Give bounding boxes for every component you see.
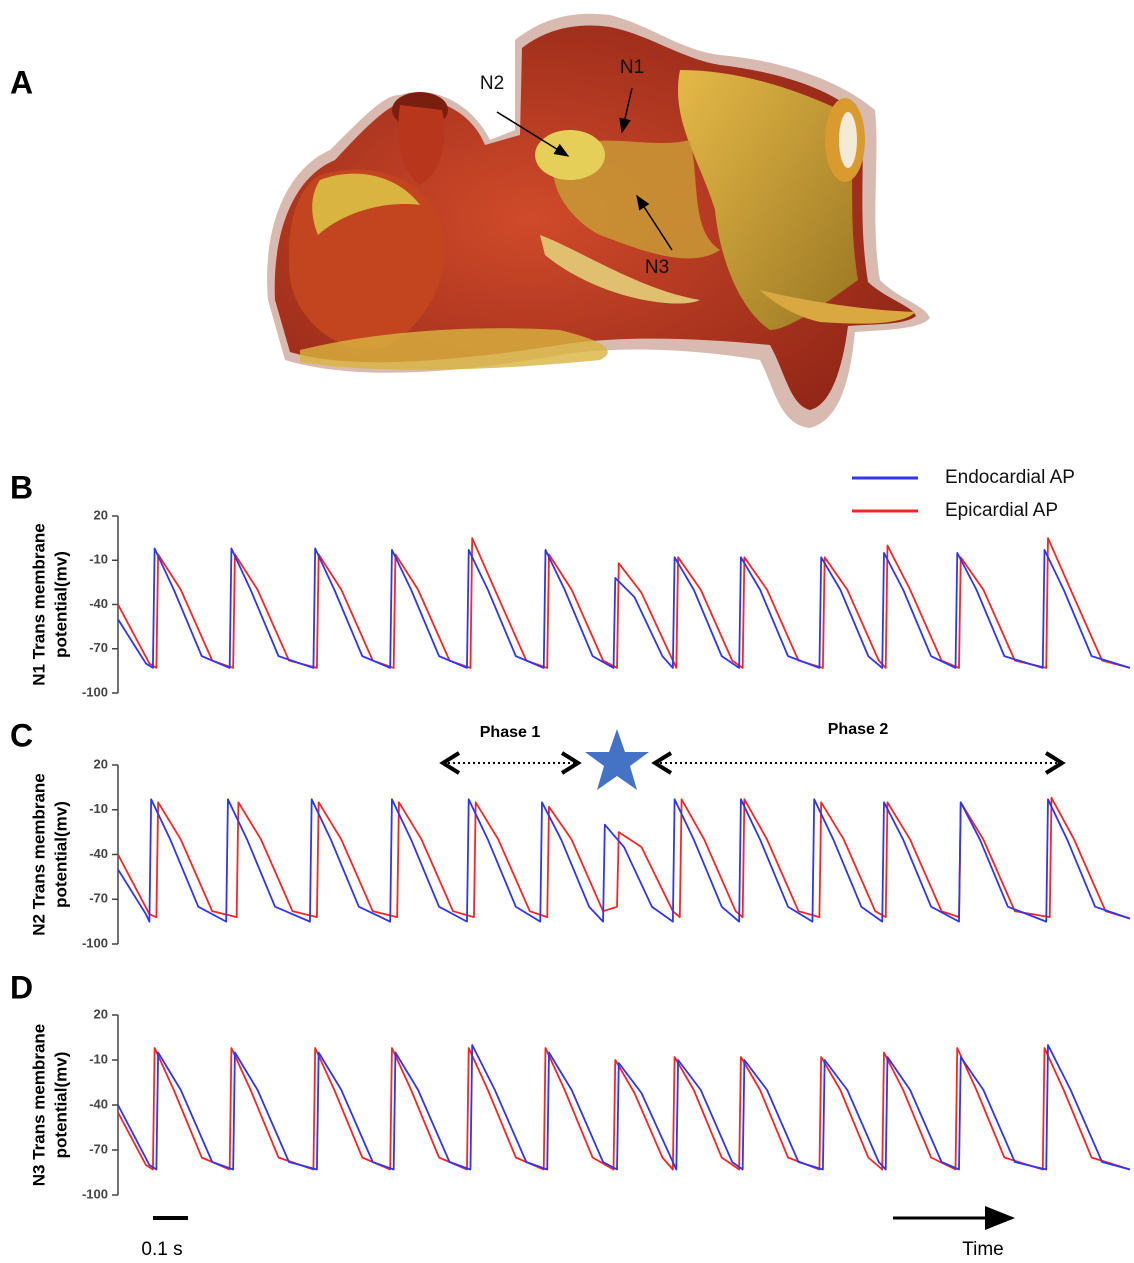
y-axis-label: N1 Trans membrane — [29, 523, 48, 686]
panel-label: D — [10, 969, 33, 1005]
node-label: N2 — [480, 73, 504, 94]
y-axis-label: potential(mv) — [51, 801, 70, 908]
node-label: N3 — [645, 257, 669, 278]
y-axis-label: N2 Trans membrane — [29, 773, 48, 936]
trace — [118, 798, 1130, 919]
node-label: N1 — [620, 57, 644, 78]
y-tick-label: -40 — [89, 846, 108, 861]
trace — [118, 1045, 1130, 1170]
scale-bar-label: 0.1 s — [141, 1239, 182, 1260]
y-tick-label: -10 — [89, 1051, 108, 1066]
annotation: Phase 2 — [828, 721, 889, 738]
y-tick-label: -100 — [82, 684, 108, 699]
heart-model — [267, 14, 930, 428]
panel-label: C — [10, 717, 33, 753]
annotation: Phase 1 — [480, 724, 541, 741]
y-axis-label: N3 Trans membrane — [29, 1024, 48, 1187]
y-tick-label: 20 — [94, 1006, 108, 1021]
y-tick-label: 20 — [94, 756, 108, 771]
y-tick-label: -100 — [82, 1186, 108, 1201]
trace — [118, 1048, 1130, 1170]
trace — [118, 538, 1130, 668]
y-tick-label: -70 — [89, 891, 108, 906]
panel-label: A — [10, 64, 33, 100]
y-axis-label: potential(mv) — [51, 551, 70, 658]
y-tick-label: -100 — [82, 935, 108, 950]
y-tick-label: -40 — [89, 1096, 108, 1111]
y-tick-label: 20 — [94, 507, 108, 522]
legend-label: Epicardial AP — [945, 500, 1058, 521]
trace — [118, 548, 1130, 667]
time-label: Time — [962, 1239, 1004, 1260]
panel-label: B — [10, 469, 33, 505]
star — [585, 729, 649, 790]
y-tick-label: -70 — [89, 1141, 108, 1156]
figure: A N1 N2 N3 Phase 1 Phase 2 0.1 s Time BN… — [0, 0, 1134, 1263]
y-axis-label: potential(mv) — [51, 1052, 70, 1159]
y-tick-label: -70 — [89, 640, 108, 655]
y-tick-label: -10 — [89, 801, 108, 816]
y-tick-label: -40 — [89, 596, 108, 611]
y-tick-label: -10 — [89, 552, 108, 567]
legend-label: Endocardial AP — [945, 467, 1075, 488]
